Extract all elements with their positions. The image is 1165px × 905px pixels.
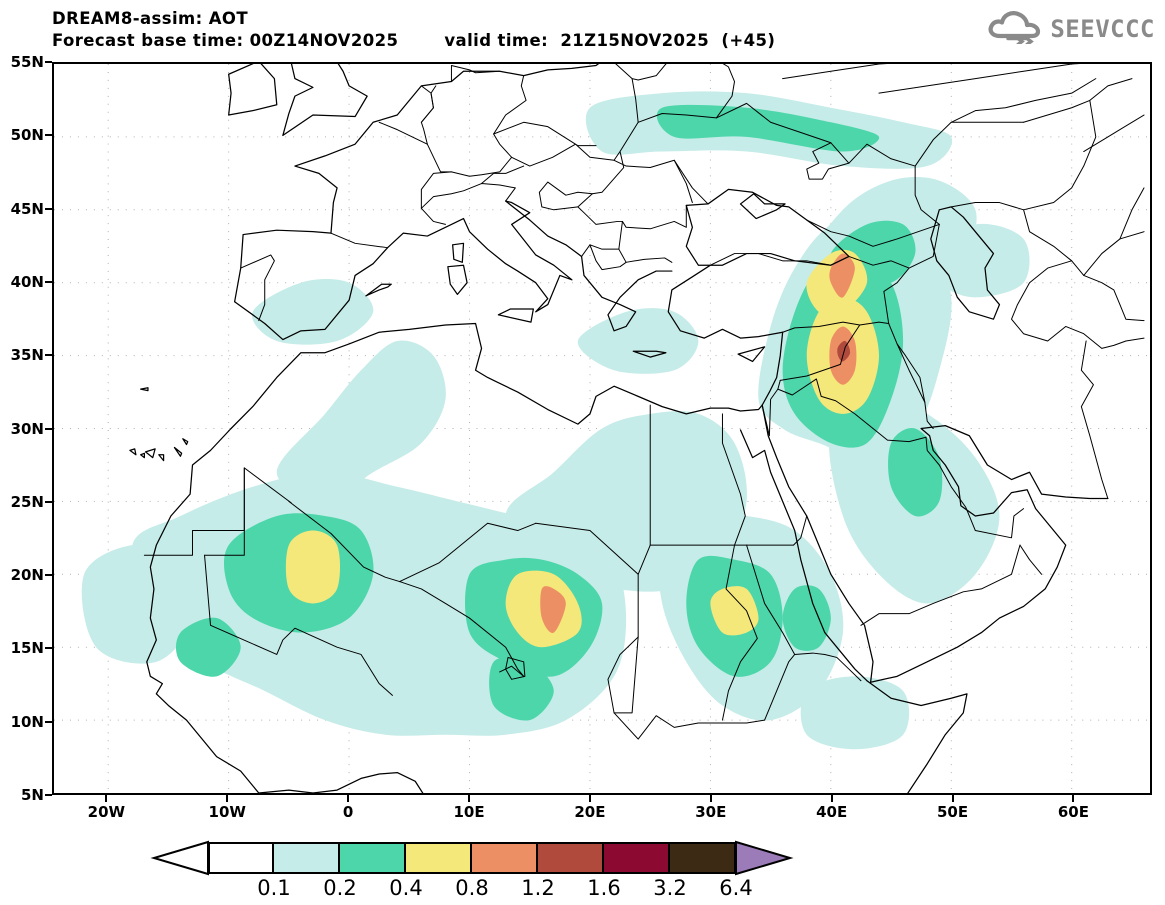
y-axis-tick — [45, 794, 52, 796]
y-axis-label: 10N — [10, 712, 44, 731]
colorbar-ticklabels: 0.1 0.2 0.4 0.8 1.2 1.6 3.2 6.4 — [208, 876, 888, 900]
x-axis-tick — [588, 795, 591, 802]
y-axis-label: 5N — [21, 786, 44, 804]
colorbar-tick-label: 0.2 — [323, 876, 357, 900]
x-axis-tick — [951, 795, 954, 802]
colorbar-segment — [340, 842, 406, 874]
y-axis-tick — [45, 134, 52, 137]
page-title: DREAM8-assim: AOT — [52, 9, 249, 28]
y-axis-label: 20N — [10, 566, 44, 585]
y-axis-label: 55N — [10, 53, 44, 71]
colorbar-segment — [538, 842, 604, 874]
colorbar-segment — [274, 842, 340, 874]
y-axis-tick — [45, 427, 52, 430]
x-axis-tick — [1072, 795, 1075, 802]
colorbar-tick-label: 1.6 — [587, 876, 621, 900]
x-axis-tick — [347, 795, 350, 802]
x-axis-label: 20E — [574, 803, 606, 821]
x-axis-label: 10E — [453, 803, 485, 821]
x-axis-label: 30E — [695, 803, 727, 821]
colorbar-segments — [208, 842, 736, 874]
coastline-border-overlay — [129, 64, 1145, 793]
y-axis-tick — [45, 280, 52, 283]
x-axis-label: 50E — [936, 803, 969, 821]
forecast-valid-time: valid time: 21Z15NOV2025 (+45) — [444, 31, 776, 50]
y-axis-tick — [45, 61, 52, 63]
x-axis-tick — [709, 795, 712, 802]
forecast-base-time: Forecast base time: 00Z14NOV2025 — [52, 31, 399, 50]
y-axis-label: 25N — [10, 492, 44, 511]
colorbar-segment — [604, 842, 670, 874]
forecast-time-row: Forecast base time: 00Z14NOV2025 valid t… — [52, 30, 1012, 52]
colorbar-tick-label: 0.8 — [455, 876, 489, 900]
y-axis-tick — [45, 647, 52, 650]
chart-header: DREAM8-assim: AOT Forecast base time: 00… — [52, 8, 1012, 56]
colorbar-tick-label: 0.4 — [389, 876, 423, 900]
x-axis-label: 0 — [342, 803, 354, 821]
y-axis-label: 50N — [10, 126, 44, 145]
logo-text: SEEVCCC — [1050, 15, 1155, 43]
x-axis-tick — [468, 795, 471, 802]
colorbar-legend: 0.1 0.2 0.4 0.8 1.2 1.6 3.2 6.4 — [0, 838, 1165, 900]
aot-contour-field — [81, 91, 1030, 750]
colorbar-segment — [208, 842, 274, 874]
colorbar-tick-label: 0.1 — [257, 876, 291, 900]
colorbar-tick-label: 3.2 — [653, 876, 687, 900]
y-axis-label: 45N — [10, 199, 44, 218]
colorbar-segment — [472, 842, 538, 874]
y-axis-label: 35N — [10, 346, 44, 365]
y-axis-label: 40N — [10, 272, 44, 291]
x-axis-label: 20W — [87, 803, 126, 821]
x-axis-tick — [226, 795, 229, 802]
y-axis-label: 30N — [10, 419, 44, 438]
colorbar-tick-label: 1.2 — [521, 876, 555, 900]
y-axis-tick — [45, 500, 52, 503]
x-axis-tick — [105, 795, 108, 802]
x-axis-tick — [830, 795, 833, 802]
colorbar-tick-label: 6.4 — [719, 876, 753, 900]
y-axis-tick — [45, 720, 52, 723]
x-axis-label: 60E — [1057, 803, 1089, 821]
y-axis-tick — [45, 354, 52, 357]
x-axis-label: 40E — [816, 803, 848, 821]
y-axis-label: 15N — [10, 639, 44, 658]
seevccc-logo: SEEVCCC — [988, 10, 1155, 48]
x-axis-label: 10W — [208, 803, 246, 821]
map-plot-area — [52, 62, 1152, 795]
y-axis-tick — [45, 207, 52, 210]
y-axis-tick — [45, 574, 52, 577]
cloud-icon — [988, 10, 1044, 48]
colorbar-segment — [406, 842, 472, 874]
colorbar-segment — [670, 842, 736, 874]
map-canvas — [54, 64, 1150, 793]
